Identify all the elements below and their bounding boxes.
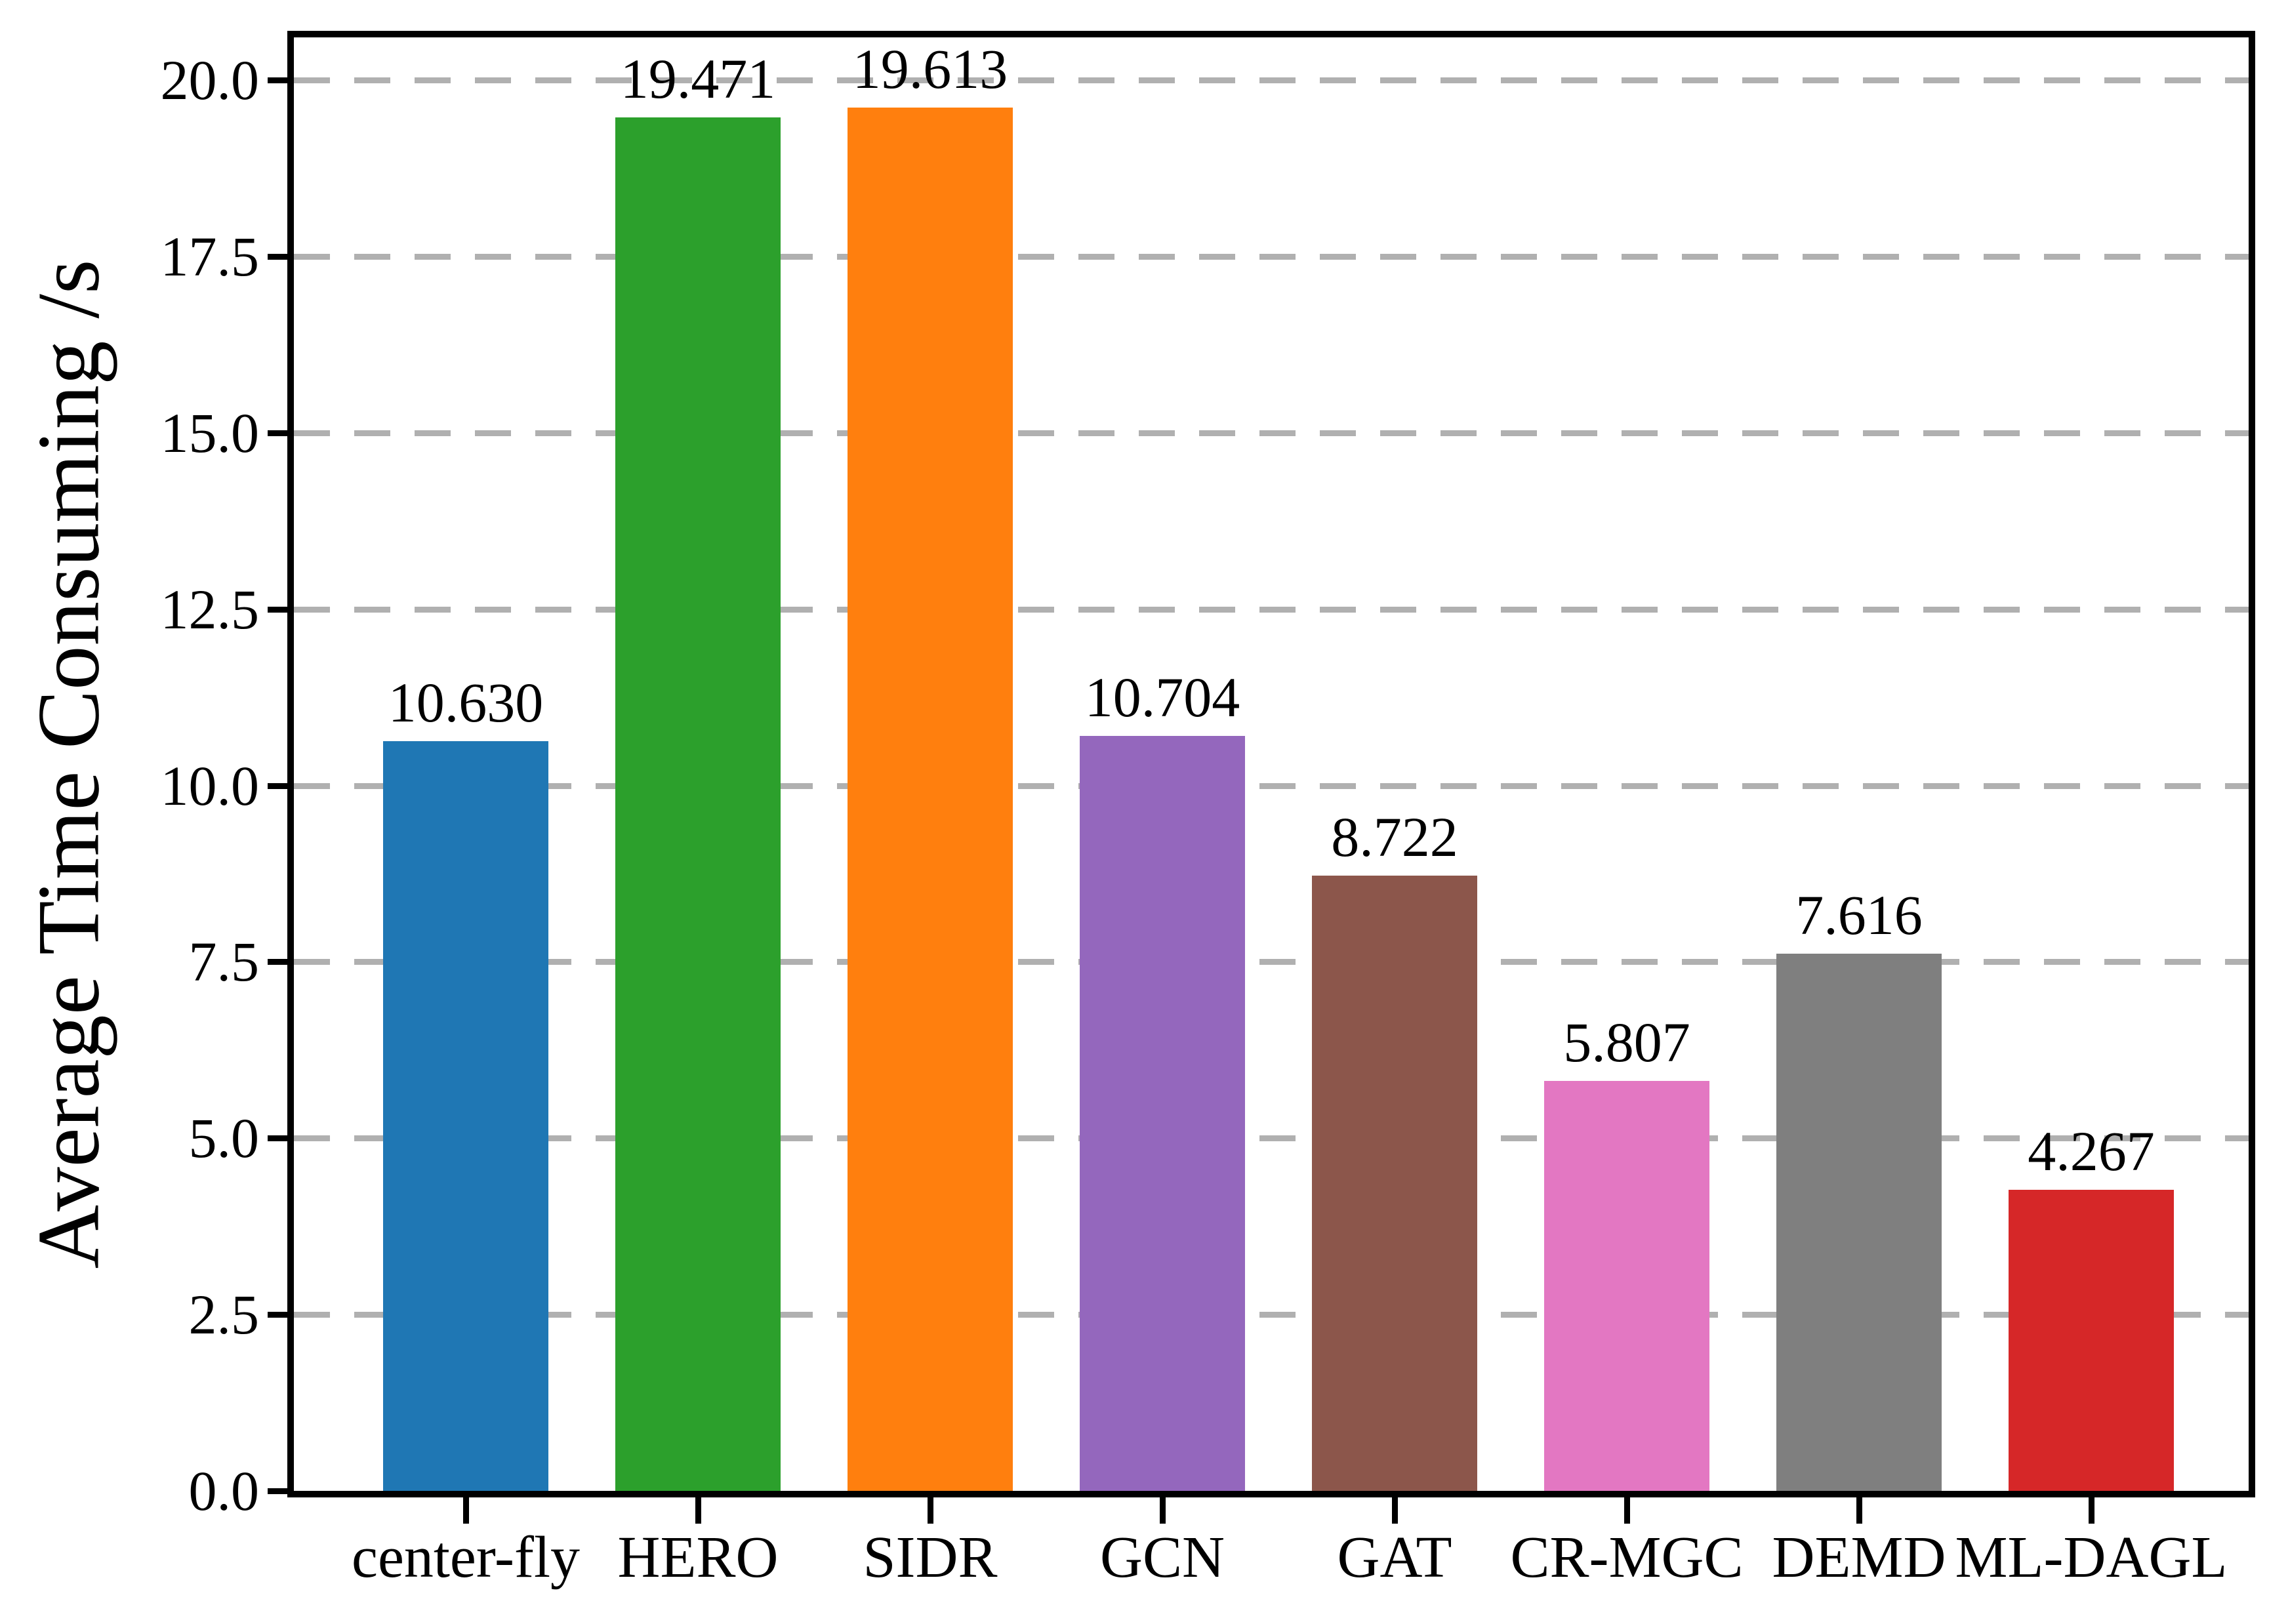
bar-center-fly: [383, 741, 548, 1491]
x-tick-SIDR: [928, 1497, 933, 1524]
gridline-2.5: [294, 1312, 2249, 1318]
x-tick-DEMD: [1856, 1497, 1862, 1524]
gridline-7.5: [294, 959, 2249, 965]
x-tick-label-center-fly: center-fly: [352, 1525, 580, 1590]
x-tick-HERO: [695, 1497, 701, 1524]
y-tick-label-20.0: 20.0: [160, 49, 260, 112]
x-tick-center-fly: [463, 1497, 469, 1524]
gridline-15.0: [294, 430, 2249, 436]
x-tick-ML-DAGL: [2089, 1497, 2094, 1524]
bar-GCN: [1080, 735, 1245, 1491]
x-tick-label-GCN: GCN: [1099, 1525, 1225, 1590]
x-tick-label-CR-MGC: CR-MGC: [1510, 1525, 1744, 1590]
bar-HERO: [615, 117, 781, 1491]
y-tick-label-10.0: 10.0: [160, 754, 260, 817]
y-tick-7.5: [268, 959, 294, 965]
y-tick-20.0: [268, 77, 294, 83]
bar-value-CR-MGC: 5.807: [1563, 1011, 1690, 1074]
y-tick-label-17.5: 17.5: [160, 224, 260, 288]
bar-GAT: [1312, 875, 1477, 1491]
x-tick-label-SIDR: SIDR: [863, 1525, 998, 1590]
y-tick-0.0: [268, 1488, 294, 1494]
y-tick-15.0: [268, 430, 294, 436]
gridline-5.0: [294, 1135, 2249, 1142]
gridline-12.5: [294, 606, 2249, 613]
bar-value-GAT: 8.722: [1331, 805, 1458, 868]
x-tick-GCN: [1160, 1497, 1166, 1524]
y-tick-label-0.0: 0.0: [188, 1459, 260, 1522]
y-tick-label-2.5: 2.5: [188, 1283, 260, 1347]
gridline-10.0: [294, 782, 2249, 789]
y-tick-label-7.5: 7.5: [188, 930, 260, 994]
x-tick-GAT: [1392, 1497, 1398, 1524]
x-tick-label-GAT: GAT: [1337, 1525, 1452, 1590]
bar-DEMD: [1776, 953, 1942, 1491]
x-tick-label-ML-DAGL: ML-DAGL: [1955, 1525, 2228, 1590]
x-tick-CR-MGC: [1624, 1497, 1630, 1524]
y-tick-label-12.5: 12.5: [160, 577, 260, 641]
bar-value-GCN: 10.704: [1084, 665, 1240, 729]
y-tick-label-5.0: 5.0: [188, 1106, 260, 1170]
gridline-17.5: [294, 253, 2249, 260]
y-tick-17.5: [268, 253, 294, 260]
bar-value-center-fly: 10.630: [388, 670, 544, 734]
plot-area: 10.630 19.471 19.613 10.704 8.722 5.807 7.616 4…: [287, 31, 2255, 1497]
gridline-20.0: [294, 77, 2249, 83]
y-tick-label-15.0: 15.0: [160, 401, 260, 464]
bar-value-ML-DAGL: 4.267: [2028, 1120, 2155, 1183]
x-tick-label-HERO: HERO: [617, 1525, 779, 1590]
bar-ML-DAGL: [2009, 1190, 2174, 1491]
bar-SIDR: [848, 107, 1013, 1491]
bar-value-SIDR: 19.613: [852, 37, 1008, 100]
y-tick-5.0: [268, 1135, 294, 1142]
bar-value-DEMD: 7.616: [1795, 883, 1923, 946]
bar-CR-MGC: [1544, 1081, 1709, 1491]
y-tick-12.5: [268, 606, 294, 613]
y-tick-10.0: [268, 782, 294, 789]
y-tick-2.5: [268, 1312, 294, 1318]
x-tick-label-DEMD: DEMD: [1772, 1525, 1946, 1590]
bar-value-HERO: 19.471: [620, 47, 776, 110]
